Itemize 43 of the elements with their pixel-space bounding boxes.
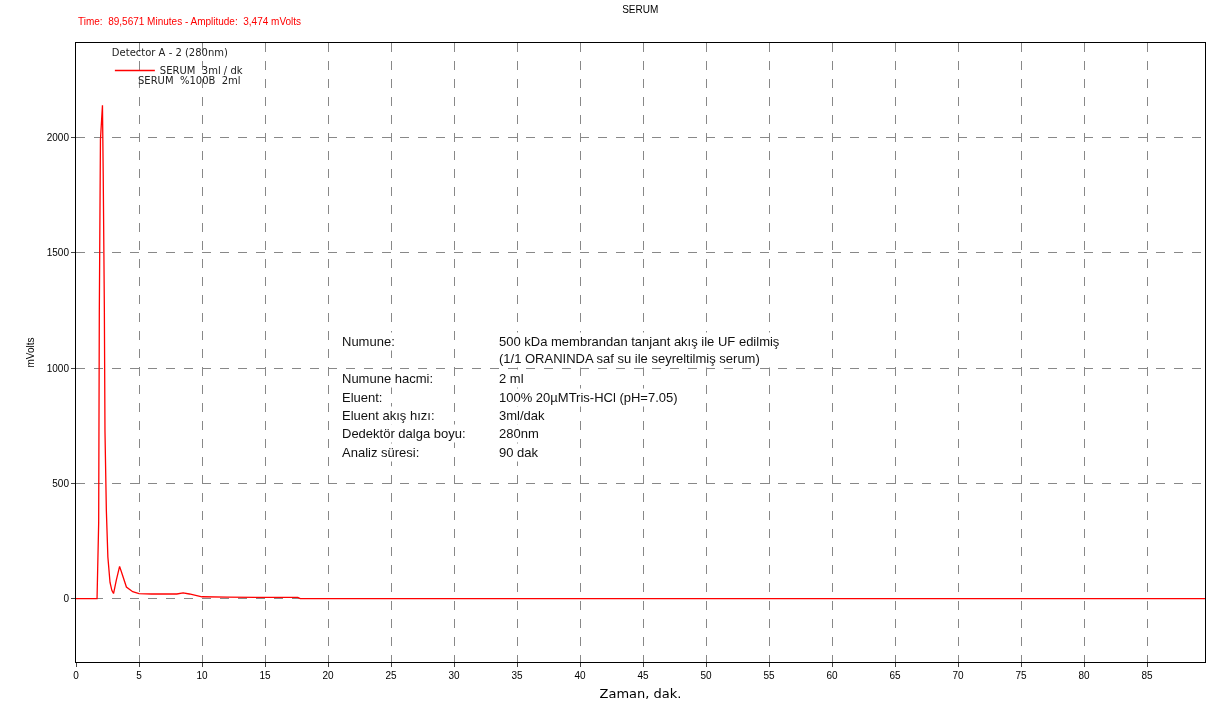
- y-axis-title: mVolts: [24, 337, 36, 368]
- annotation: 3ml/dak: [499, 408, 546, 423]
- annotation: Analiz süresi:: [342, 445, 420, 460]
- legend-label: SERUM 3ml / dk: [159, 65, 243, 77]
- chart-title: SERUM: [622, 3, 659, 15]
- annotation: Numune hacmi:: [342, 371, 434, 386]
- annotation: 2 ml: [499, 371, 524, 386]
- x-tick-label: 45: [637, 670, 650, 681]
- annotation: Numune:: [342, 334, 395, 349]
- x-tick-label: 25: [385, 670, 398, 681]
- annotation: 500 kDa membrandan tanjant akış ile UF edilmiş (1/1 ORANINDA saf su ile seyreltilmiş serum): [499, 334, 780, 366]
- x-tick-label: 0: [73, 670, 80, 681]
- x-tick-label: 65: [889, 670, 902, 681]
- annotation: Eluent:: [342, 390, 383, 405]
- annotation: Dedektör dalga boyu:: [342, 426, 466, 441]
- y-tick-label: 1000: [46, 362, 70, 374]
- x-tick-label: 70: [952, 670, 965, 681]
- annotation: 280nm: [499, 426, 539, 441]
- x-tick-label: 20: [322, 670, 335, 681]
- text: Time: 89,5671 Minutes - Amplitude: 3,474 mVolts: [78, 16, 302, 27]
- x-tick-label: 15: [259, 670, 272, 681]
- x-axis-title: Zaman, dak.: [599, 685, 682, 701]
- x-tick-label: 30: [448, 670, 461, 681]
- x-tick-label: 75: [1015, 670, 1028, 681]
- x-tick-label: 40: [574, 670, 587, 681]
- x-tick-label: 80: [1078, 670, 1091, 681]
- annotation: 100% 20µMTris-HCl (pH=7.05): [499, 390, 678, 405]
- x-tick-label: 55: [763, 670, 776, 681]
- legend-title: Detector A - 2 (280nm): [111, 47, 229, 58]
- y-tick-label: 1500: [46, 247, 70, 259]
- x-tick-label: 50: [700, 670, 713, 681]
- x-tick-label: 5: [136, 670, 143, 681]
- y-tick-label: 0: [63, 593, 70, 605]
- annotation: 90 dak: [499, 445, 539, 460]
- annotation: SERUM %100B 2ml: [138, 75, 241, 86]
- x-tick-label: 60: [826, 670, 839, 681]
- x-tick-label: 85: [1141, 670, 1154, 681]
- x-tick-label: 10: [196, 670, 208, 681]
- x-tick-label: 35: [511, 670, 524, 681]
- y-tick-label: 2000: [46, 132, 70, 144]
- line-series: [76, 104, 1205, 600]
- annotation: Eluent akış hızı:: [342, 408, 435, 423]
- y-tick-label: 500: [52, 477, 70, 489]
